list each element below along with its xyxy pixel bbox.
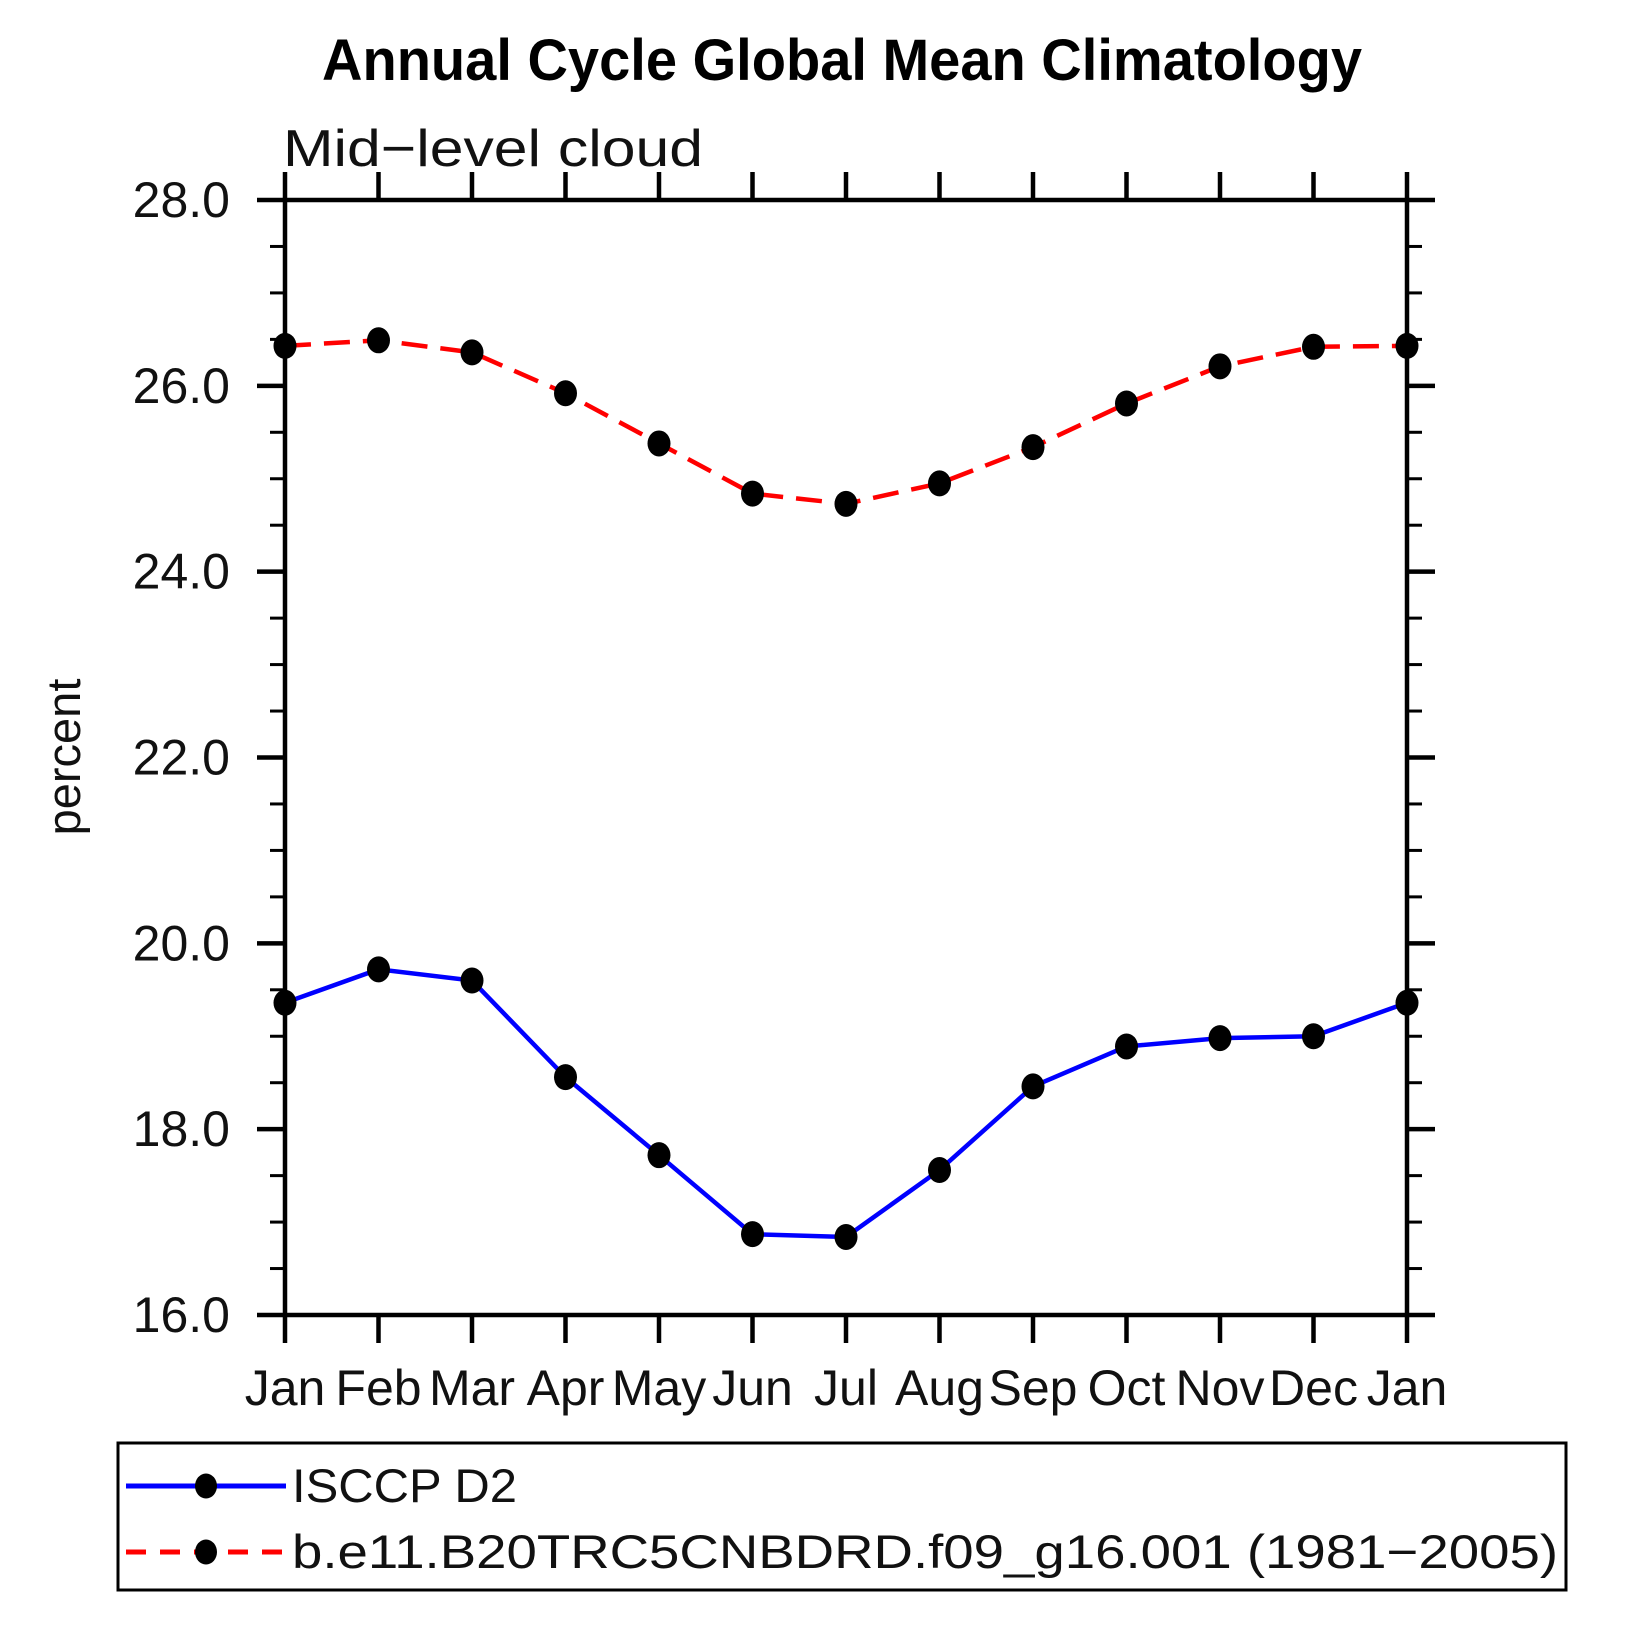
y-tick-label: 24.0 [133, 544, 230, 600]
plot-frame [282, 197, 1410, 1318]
x-tick-label: Dec [1269, 1360, 1358, 1416]
legend-frame [116, 1441, 1568, 1592]
legend-box: ISCCP D2 b.e11.B20TRC5CNBDRD.f09_g16.001 … [116, 1441, 1568, 1592]
data-point-marker [460, 967, 484, 994]
data-point-marker [1208, 1025, 1232, 1052]
data-point-marker [1208, 353, 1232, 380]
x-tick-label: Jul [814, 1360, 878, 1416]
x-tick-label: Nov [1176, 1360, 1265, 1416]
y-tick-label: 20.0 [133, 915, 230, 971]
data-point-marker [928, 470, 951, 497]
series-line-model [284, 338, 1408, 507]
data-point-marker [273, 332, 297, 359]
y-tick-label: 16.0 [133, 1287, 230, 1343]
legend-entry-label: b.e11.B20TRC5CNBDRD.f09_g16.001 (1981−20… [292, 1525, 1558, 1578]
x-tick-label: Jan [245, 1360, 326, 1416]
x-tick-label: Jan [1367, 1360, 1448, 1416]
data-point-marker [1021, 1073, 1045, 1100]
legend-sample-marker [195, 1539, 217, 1565]
data-point-marker [554, 1064, 577, 1091]
legend-sample-marker [195, 1473, 217, 1499]
data-point-marker [1115, 390, 1138, 417]
x-tick-label: Oct [1088, 1360, 1166, 1416]
x-tick-label: Apr [527, 1360, 605, 1416]
x-tick-label: Jun [712, 1360, 793, 1416]
data-point-marker [273, 989, 297, 1016]
data-point-marker [367, 327, 390, 354]
y-tick-label: 18.0 [133, 1101, 230, 1157]
data-point-marker [741, 480, 764, 507]
x-tick-label: Sep [989, 1360, 1078, 1416]
data-point-marker [367, 956, 390, 983]
data-point-marker [834, 1223, 858, 1250]
data-point-marker [741, 1221, 764, 1248]
x-tick-label: Feb [335, 1360, 421, 1416]
data-point-marker [554, 380, 577, 407]
data-point-marker [834, 490, 858, 517]
data-point-marker [1021, 434, 1045, 461]
y-axis-title: percent [37, 679, 90, 836]
y-tick-label: 28.0 [133, 172, 230, 228]
chart-subtitle: Mid−level cloud [283, 120, 703, 178]
data-point-marker [1302, 333, 1325, 360]
x-tick-label: May [612, 1360, 706, 1416]
data-point-marker [1115, 1033, 1138, 1060]
x-tick-label: Aug [895, 1360, 984, 1416]
data-point-marker [1395, 332, 1419, 359]
x-tick-label: Mar [429, 1360, 515, 1416]
y-tick-label: 26.0 [133, 358, 230, 414]
legend-entry-label: ISCCP D2 [292, 1459, 517, 1512]
y-tick-label: 22.0 [133, 730, 230, 786]
axes-frame: Jan Feb Mar Apr May Jun Jul Aug Sep Oct Nov Dec Jan1… [133, 172, 1448, 1416]
data-point-marker [647, 1142, 671, 1169]
chart-title: Annual Cycle Global Mean Climatology [322, 28, 1362, 93]
series-line-isccp [284, 967, 1408, 1240]
data-point-marker [647, 430, 671, 457]
data-point-marker [1395, 989, 1419, 1016]
data-point-marker [928, 1157, 951, 1184]
data-point-marker [460, 339, 484, 366]
plot-series [273, 327, 1419, 1250]
data-point-marker [1302, 1023, 1325, 1050]
